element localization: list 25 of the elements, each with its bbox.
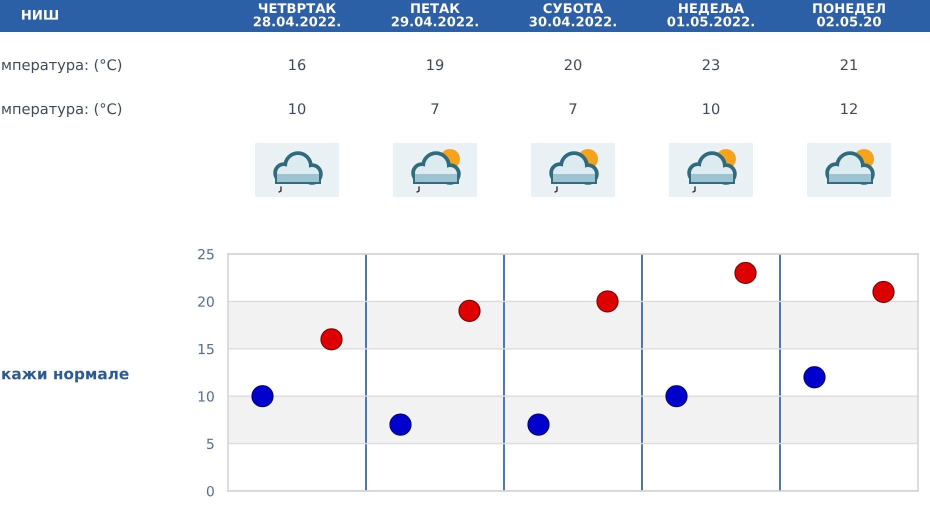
text: ПЕТАК 29.04.2022. [392, 3, 478, 26]
data-label: 10 [289, 103, 306, 114]
y-tick-label: 15 [198, 344, 214, 354]
y-tick-label: 0 [206, 486, 214, 496]
y-tick-label: 10 [198, 391, 214, 402]
data-label: 16 [289, 59, 306, 70]
text: СУБОТА 30.04.2022. [530, 3, 616, 26]
text: ПОНЕДЕЛ 02.05.20 [813, 3, 885, 26]
text: НЕДЕЉА 01.05.2022. [667, 3, 754, 26]
text: кажи нормале [2, 370, 129, 382]
text: мпература: (°C) [2, 58, 122, 74]
data-label: 20 [564, 59, 582, 70]
data-label: 12 [841, 103, 857, 114]
data-label: 21 [840, 59, 857, 70]
text: мпература: (°C) [2, 102, 122, 118]
y-tick-label: 25 [198, 248, 214, 260]
data-label: 7 [570, 103, 576, 114]
text: ЧЕТВРТАК 28.04.2022. [254, 3, 340, 26]
data-label: 23 [702, 59, 720, 70]
data-label: 7 [432, 103, 438, 114]
y-tick-label: 5 [207, 438, 214, 450]
data-label: 10 [703, 103, 720, 114]
text: НИШ [22, 10, 58, 20]
y-tick-label: 20 [198, 296, 214, 307]
data-label: 19 [427, 59, 444, 70]
